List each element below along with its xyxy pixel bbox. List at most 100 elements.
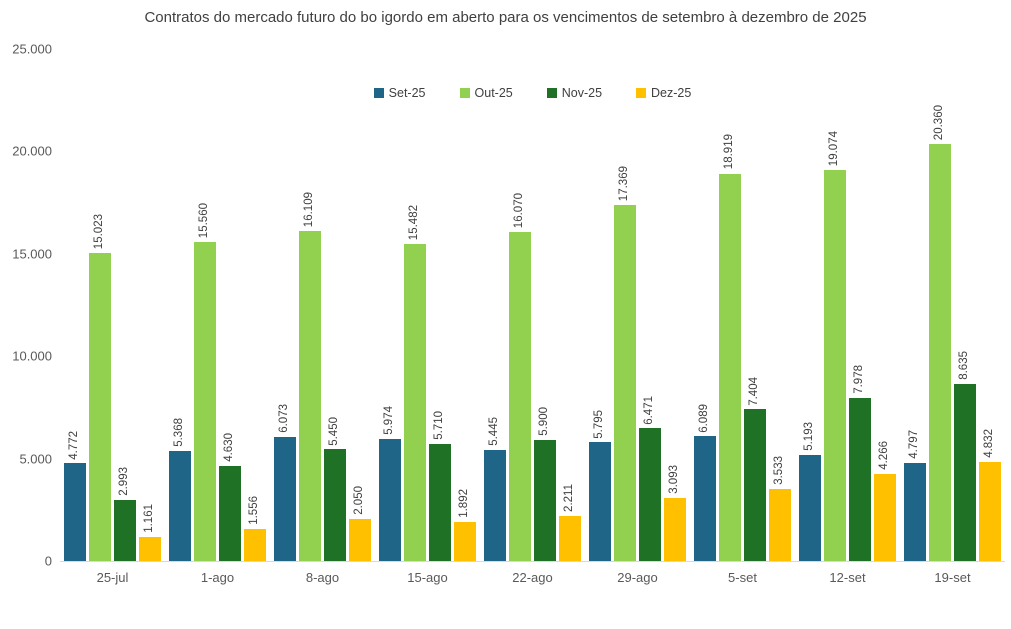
bar-value-label: 8.635: [958, 351, 971, 381]
bar-cell: 4.266: [874, 49, 896, 561]
bar-cell: 4.772: [64, 49, 86, 561]
bar-nov-25-22-ago: [534, 440, 556, 561]
bar-out-25-1-ago: [194, 242, 216, 561]
bar-value-label: 20.360: [933, 104, 946, 141]
bar-cell: 5.710: [429, 49, 451, 561]
legend-item-set-25: Set-25: [373, 86, 426, 100]
bar-cell: 7.978: [849, 49, 871, 561]
bar-cell: 4.630: [219, 49, 241, 561]
bar-cell: 8.635: [954, 49, 976, 561]
legend-label: Dez-25: [651, 86, 692, 100]
bar-out-25-29-ago: [614, 205, 636, 561]
bar-cell: 1.556: [244, 49, 266, 561]
bar-out-25-8-ago: [299, 231, 321, 561]
bar-cell: 16.070: [509, 49, 531, 561]
y-axis-tick-label: 25.000: [12, 41, 52, 57]
bar-set-25-5-set: [694, 436, 716, 561]
bar-value-label: 4.797: [908, 429, 921, 459]
bar-nov-25-25-jul: [114, 499, 136, 561]
bar-group-8-ago: 6.073 16.109 5.450 2.050: [270, 49, 375, 561]
bar-value-label: 4.832: [983, 429, 996, 459]
chart-title: Contratos do mercado futuro do bo igordo…: [144, 9, 867, 26]
bar-nov-25-19-set: [954, 384, 976, 561]
bar-cell: 2.050: [349, 49, 371, 561]
x-axis-tick-label: 1-ago: [200, 570, 235, 585]
y-axis-tick-label: 15.000: [12, 246, 52, 262]
bar-group-29-ago: 5.795 17.369 6.471 3.093: [585, 49, 690, 561]
bar-dez-25-15-ago: [454, 522, 476, 561]
bar-value-label: 3.533: [773, 455, 786, 485]
bar-group-15-ago: 5.974 15.482 5.710 1.892: [375, 49, 480, 561]
bar-cell: 7.404: [744, 49, 766, 561]
legend-label: Nov-25: [561, 86, 603, 100]
bar-nov-25-29-ago: [639, 428, 661, 561]
bar-cell: 5.193: [799, 49, 821, 561]
bar-set-25-19-set: [904, 462, 926, 561]
bar-value-label: 5.710: [433, 411, 446, 441]
bar-value-label: 2.050: [353, 486, 366, 516]
x-axis-tick-label: 15-ago: [407, 570, 448, 585]
bar-set-25-8-ago: [274, 436, 296, 561]
bar-cell: 1.161: [139, 49, 161, 561]
bar-value-label: 6.073: [278, 403, 291, 433]
bar-value-label: 5.368: [173, 418, 186, 448]
bar-value-label: 3.093: [668, 464, 681, 494]
bar-value-label: 4.630: [223, 433, 236, 463]
legend: Set-25 Out-25 Nov-25 Dez-25: [60, 86, 1005, 100]
bar-value-label: 17.369: [618, 166, 631, 202]
bar-cell: 2.211: [559, 49, 581, 561]
legend-swatch-icon: [373, 88, 384, 98]
bar-cell: 3.093: [664, 49, 686, 561]
bar-cell: 5.368: [169, 49, 191, 561]
bar-dez-25-1-ago: [244, 529, 266, 561]
bar-set-25-15-ago: [379, 438, 401, 561]
bar-value-label: 6.089: [698, 403, 711, 433]
y-axis: 25.000 20.000 15.000 10.000 5.000 0: [0, 42, 52, 569]
bar-value-label: 5.795: [593, 409, 606, 439]
bar-cell: 5.900: [534, 49, 556, 561]
legend-label: Set-25: [388, 86, 426, 100]
legend-item-out-25: Out-25: [459, 86, 513, 100]
bar-cell: 20.360: [929, 49, 951, 561]
bar-value-label: 1.161: [143, 504, 156, 534]
bar-cell: 3.533: [769, 49, 791, 561]
bar-dez-25-8-ago: [349, 519, 371, 561]
bar-cell: 4.832: [979, 49, 1001, 561]
bar-set-25-25-jul: [64, 463, 86, 561]
bar-nov-25-8-ago: [324, 449, 346, 561]
bar-group-22-ago: 5.445 16.070 5.900 2.211: [480, 49, 585, 561]
bar-value-label: 15.482: [408, 204, 421, 240]
legend-swatch-icon: [459, 88, 470, 98]
x-axis-tick-label: 25-jul: [96, 570, 129, 585]
bar-nov-25-5-set: [744, 409, 766, 561]
bar-cell: 5.450: [324, 49, 346, 561]
bar-group-1-ago: 5.368 15.560 4.630 1.556: [165, 49, 270, 561]
bar-dez-25-25-jul: [139, 537, 161, 561]
bar-set-25-29-ago: [589, 442, 611, 561]
bar-value-label: 5.450: [328, 416, 341, 446]
bar-set-25-1-ago: [169, 451, 191, 561]
bar-group-12-set: 5.193 19.074 7.978 4.266: [795, 49, 900, 561]
y-axis-tick-label: 10.000: [12, 348, 52, 364]
legend-label: Out-25: [474, 86, 513, 100]
bar-value-label: 5.445: [488, 416, 501, 446]
bar-out-25-5-set: [719, 173, 741, 561]
bar-dez-25-5-set: [769, 488, 791, 561]
legend-swatch-icon: [546, 88, 557, 98]
legend-swatch-icon: [636, 88, 647, 98]
bar-out-25-19-set: [929, 144, 951, 561]
bar-dez-25-29-ago: [664, 497, 686, 561]
bar-nov-25-12-set: [849, 397, 871, 561]
bar-cell: 15.560: [194, 49, 216, 561]
bar-group-25-jul: 4.772 15.023 2.993 1.161: [60, 49, 165, 561]
bar-set-25-22-ago: [484, 449, 506, 561]
bar-value-label: 7.978: [853, 364, 866, 394]
bar-dez-25-12-set: [874, 473, 896, 561]
bar-value-label: 4.266: [878, 440, 891, 470]
x-axis-tick-label: 12-set: [829, 570, 866, 585]
legend-item-dez-25: Dez-25: [636, 86, 691, 100]
bar-cell: 15.023: [89, 49, 111, 561]
bar-cell: 19.074: [824, 49, 846, 561]
bar-cell: 5.795: [589, 49, 611, 561]
